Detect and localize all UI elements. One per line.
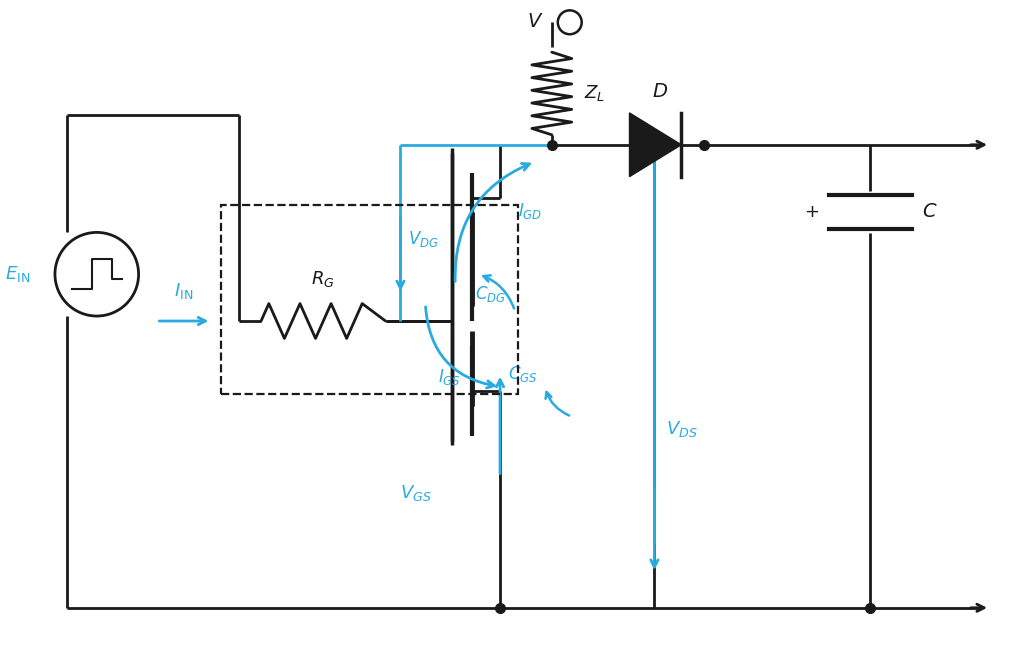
Text: $C$: $C$: [921, 202, 936, 221]
Text: $D$: $D$: [652, 82, 667, 101]
Text: $V_{GS}$: $V_{GS}$: [399, 484, 431, 503]
Text: $I_{GD}$: $I_{GD}$: [518, 201, 542, 221]
Text: $I_{\rm IN}$: $I_{\rm IN}$: [173, 281, 193, 301]
Text: $V_{DS}$: $V_{DS}$: [665, 419, 697, 439]
Text: $Z_L$: $Z_L$: [583, 84, 604, 103]
Bar: [221, 204, 518, 394]
Text: $R_G$: $R_G$: [311, 269, 335, 289]
Text: $V_{DG}$: $V_{DG}$: [408, 229, 439, 249]
Text: $I_{GS}$: $I_{GS}$: [438, 367, 461, 387]
Text: $+$: $+$: [803, 203, 818, 221]
Polygon shape: [629, 113, 681, 177]
Text: $V$: $V$: [527, 12, 543, 31]
Text: $C_{GS}$: $C_{GS}$: [507, 364, 537, 384]
Text: $C_{DG}$: $C_{DG}$: [475, 284, 505, 304]
Text: $E_{\rm IN}$: $E_{\rm IN}$: [5, 264, 31, 284]
